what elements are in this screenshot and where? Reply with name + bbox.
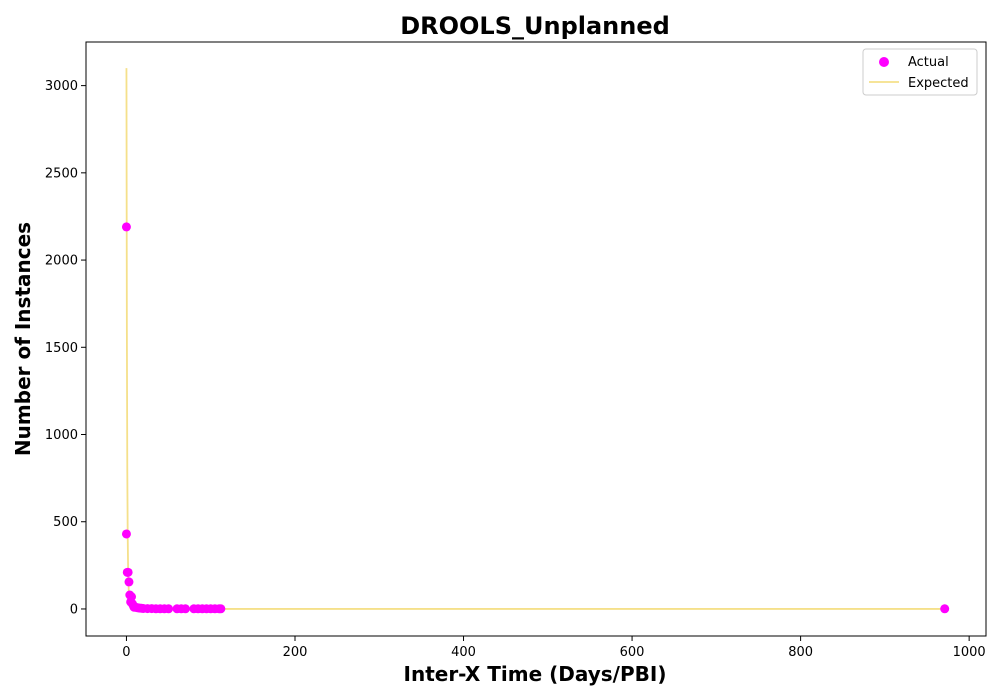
chart-title: DROOLS_Unplanned <box>400 12 670 40</box>
x-tick-label-0: 0 <box>122 645 130 660</box>
actual-point-0 <box>121 222 131 232</box>
actual-point-33 <box>216 604 226 614</box>
legend-actual-label: Actual <box>908 55 949 70</box>
plot-frame <box>85 41 987 637</box>
x-tick-label-2: 400 <box>451 645 476 660</box>
actual-point-4 <box>124 577 134 587</box>
y-tick-label-2: 1000 <box>45 428 78 443</box>
legend-expected-label: Expected <box>908 76 969 91</box>
y-axis-label: Number of Instances <box>11 222 35 456</box>
actual-point-22 <box>164 604 174 614</box>
x-axis-label: Inter-X Time (Days/PBI) <box>404 662 667 686</box>
actual-point-1 <box>121 529 131 539</box>
y-tick-label-1: 500 <box>53 515 78 530</box>
y-tick-label-5: 2500 <box>45 166 78 181</box>
actual-point-25 <box>180 604 190 614</box>
y-tick-label-3: 1500 <box>45 341 78 356</box>
x-tick-label-5: 1000 <box>953 645 986 660</box>
legend: Actual Expected <box>862 48 978 96</box>
y-tick-label-4: 2000 <box>45 254 78 269</box>
expected-line <box>125 68 945 610</box>
legend-box <box>862 48 978 96</box>
plot-area: 0 200 400 600 800 1000 0 500 1000 1500 2000 2500 300… <box>45 41 987 660</box>
y-tick-label-0: 0 <box>70 602 78 617</box>
legend-actual-marker <box>879 57 889 67</box>
actual-point-3 <box>123 567 133 577</box>
x-tick-label-1: 200 <box>283 645 308 660</box>
actual-point-34 <box>940 604 950 614</box>
actual-point-7 <box>127 592 137 602</box>
x-tick-label-3: 600 <box>620 645 645 660</box>
x-tick-label-4: 800 <box>788 645 813 660</box>
y-tick-label-6: 3000 <box>45 79 78 94</box>
